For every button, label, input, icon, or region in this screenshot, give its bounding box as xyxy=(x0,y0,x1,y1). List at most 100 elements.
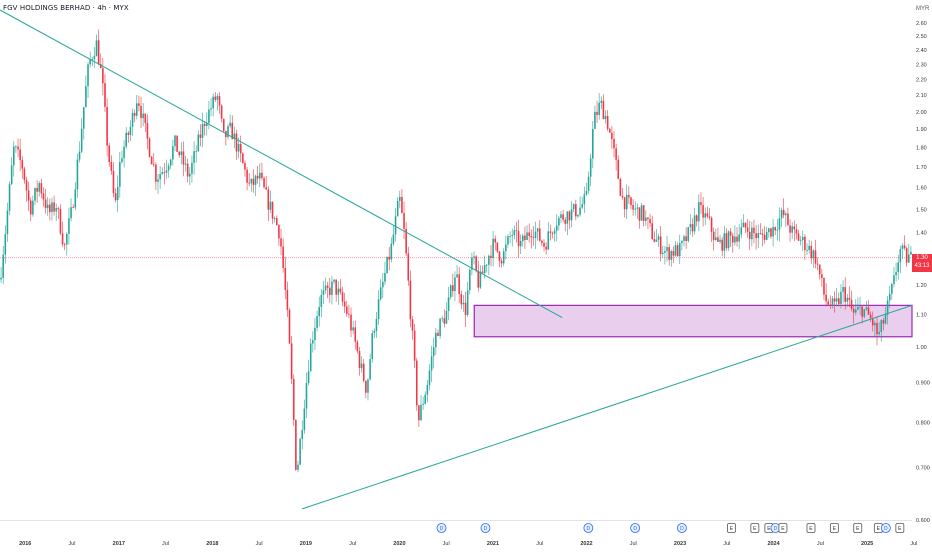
dividend-marker[interactable]: D xyxy=(880,523,891,533)
candle-body xyxy=(475,256,477,271)
last-price-tag: 1.30 43:13 xyxy=(912,253,932,272)
candle-body xyxy=(757,233,760,239)
candle xyxy=(496,242,499,254)
candle-body xyxy=(748,231,751,240)
candle xyxy=(736,227,738,247)
candle xyxy=(396,197,399,217)
candle xyxy=(585,182,588,197)
earnings-marker[interactable]: E xyxy=(853,523,863,533)
candle-body xyxy=(401,196,403,214)
candle xyxy=(362,358,365,383)
candle xyxy=(581,196,583,210)
candle xyxy=(263,176,265,189)
candle-body xyxy=(413,330,416,361)
candle-body xyxy=(886,300,889,315)
candle-body xyxy=(530,235,533,238)
candle xyxy=(757,224,760,249)
candle-body xyxy=(231,122,234,140)
candle xyxy=(420,395,422,422)
candle-body xyxy=(854,309,857,313)
candle-body xyxy=(329,287,331,295)
candle-body xyxy=(403,213,405,229)
candle-body xyxy=(468,269,471,291)
earnings-marker[interactable]: E xyxy=(778,523,788,533)
candle-body xyxy=(564,219,567,224)
candle-body xyxy=(490,255,492,258)
candle xyxy=(57,206,60,220)
candle-body xyxy=(816,263,819,265)
candle xyxy=(87,62,89,98)
candle-body xyxy=(354,327,357,342)
candle-body xyxy=(517,231,520,247)
candle-body xyxy=(691,224,694,232)
candle xyxy=(152,153,155,167)
candle-body xyxy=(812,250,815,259)
candle xyxy=(182,141,185,177)
candle xyxy=(458,267,460,303)
candle xyxy=(320,289,323,318)
candle xyxy=(23,166,26,184)
candle-body xyxy=(443,318,446,324)
candle xyxy=(579,196,581,217)
y-tick-label: 0.800 xyxy=(916,420,930,426)
candle-body xyxy=(384,273,386,282)
candle-body xyxy=(445,310,448,324)
x-tick-label: Jul xyxy=(162,541,169,547)
earnings-marker[interactable]: E xyxy=(829,523,839,533)
candle-body xyxy=(74,189,77,208)
dividend-marker[interactable]: D xyxy=(436,523,447,533)
y-tick-label: 2.60 xyxy=(916,21,927,27)
candle-body xyxy=(594,111,596,129)
candle xyxy=(625,184,628,220)
candle xyxy=(309,338,312,372)
y-tick-label: 1.90 xyxy=(916,127,927,133)
candle xyxy=(572,203,575,213)
candle xyxy=(710,216,713,243)
candle-body xyxy=(558,217,560,226)
candle xyxy=(36,180,38,203)
candle xyxy=(698,194,700,232)
dividend-marker[interactable]: D xyxy=(676,523,687,533)
x-tick-label: Jul xyxy=(910,541,917,547)
x-tick-label: 2024 xyxy=(767,541,780,547)
candle-body xyxy=(8,184,11,211)
earnings-marker[interactable]: E xyxy=(806,523,816,533)
candle-body xyxy=(910,251,912,255)
candle xyxy=(80,118,83,154)
earnings-marker[interactable]: E xyxy=(727,523,736,533)
candle-body xyxy=(632,204,634,210)
candle-body xyxy=(17,146,19,150)
earnings-marker[interactable]: E xyxy=(750,523,760,533)
candle-body xyxy=(273,218,276,219)
candle-body xyxy=(513,230,516,235)
candle xyxy=(318,296,320,327)
x-tick-label: 2020 xyxy=(393,541,405,547)
candle-body xyxy=(473,256,475,258)
dividend-marker[interactable]: D xyxy=(480,523,491,533)
candle-body xyxy=(326,285,329,288)
earnings-marker[interactable]: E xyxy=(895,523,905,533)
candle xyxy=(430,345,433,382)
candle-body xyxy=(511,234,514,237)
candle-body xyxy=(292,378,295,420)
dividend-marker[interactable]: D xyxy=(583,523,594,533)
trendline xyxy=(301,304,913,510)
candle xyxy=(746,219,749,238)
dividend-marker[interactable]: D xyxy=(630,523,641,533)
candle xyxy=(248,173,251,187)
candle xyxy=(524,226,526,249)
candle-body xyxy=(428,370,431,386)
candle-body xyxy=(392,234,395,244)
candle xyxy=(903,235,906,251)
candle-body xyxy=(239,143,242,154)
candle xyxy=(354,320,357,350)
candle xyxy=(765,226,768,241)
candle-body xyxy=(131,112,134,127)
candle-body xyxy=(435,332,437,348)
candle xyxy=(63,242,66,250)
bar-countdown: 43:13 xyxy=(914,262,930,269)
candle xyxy=(615,143,617,171)
candle-body xyxy=(377,299,380,319)
